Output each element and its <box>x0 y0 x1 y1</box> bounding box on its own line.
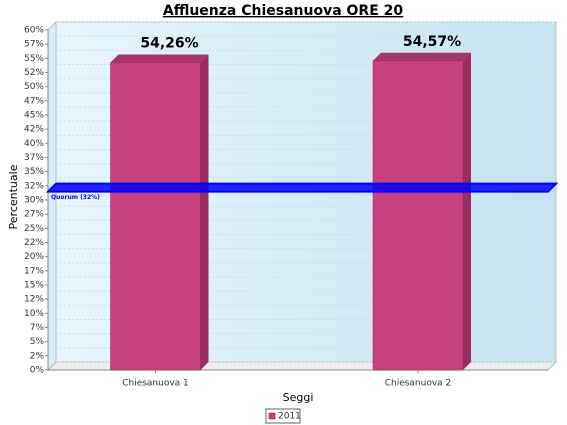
y-tick-label: 15% <box>24 281 44 291</box>
y-tick-label: 42% <box>24 125 44 135</box>
bar <box>110 62 201 371</box>
y-tick-label: 47% <box>24 96 44 106</box>
y-tick-label: 7% <box>30 323 45 333</box>
legend-label: 2011 <box>278 412 301 422</box>
x-tick-label: Chiesanuova 1 <box>122 379 189 389</box>
y-tick-label: 2% <box>30 351 45 361</box>
y-tick-label: 12% <box>24 295 44 305</box>
y-tick-label: 32% <box>24 181 44 191</box>
quorum-label: Quorum (32%) <box>51 194 100 201</box>
y-tick-label: 22% <box>24 238 44 248</box>
y-tick-label: 20% <box>24 252 44 262</box>
y-tick-label: 27% <box>24 210 44 220</box>
y-tick-label: 57% <box>24 40 44 50</box>
y-tick-label: 10% <box>24 309 44 319</box>
y-tick-label: 45% <box>24 111 44 121</box>
bar-top <box>373 52 471 61</box>
y-tick-label: 30% <box>24 196 44 206</box>
x-tick-label: Chiesanuova 2 <box>385 379 452 389</box>
chart-title: Affluenza Chiesanuova ORE 20 <box>163 3 404 19</box>
data-label: 54,57% <box>403 34 461 50</box>
data-label: 54,26% <box>140 36 198 52</box>
y-axis-label: Percentuale <box>7 164 20 229</box>
y-tick-label: 52% <box>24 68 44 78</box>
y-tick-label: 50% <box>24 82 44 92</box>
y-tick-label: 25% <box>24 224 44 234</box>
bar-top <box>110 54 209 63</box>
y-tick-label: 55% <box>24 54 44 64</box>
bar-side <box>200 54 209 370</box>
y-tick-label: 0% <box>30 366 45 376</box>
legend-box <box>265 408 301 424</box>
y-tick-label: 17% <box>24 266 44 276</box>
y-tick-label: 60% <box>24 26 44 36</box>
bar-side <box>463 52 471 371</box>
bar <box>372 60 464 371</box>
quorum-line <box>45 182 559 193</box>
legend-swatch <box>268 412 276 420</box>
x-axis-label: Seggi <box>283 391 314 404</box>
y-tick-label: 40% <box>24 139 44 149</box>
y-tick-label: 35% <box>24 167 44 177</box>
y-tick-label: 5% <box>30 337 45 347</box>
y-tick-label: 37% <box>24 153 44 163</box>
